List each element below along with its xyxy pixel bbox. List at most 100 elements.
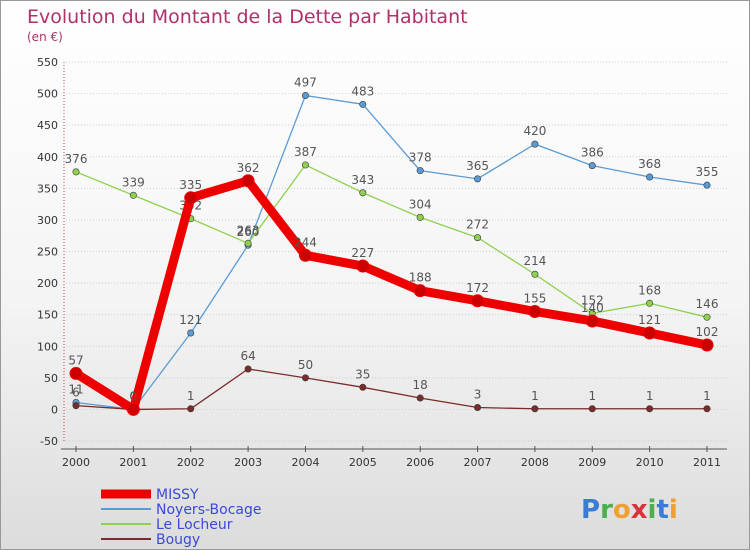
legend-label: Le Locheur xyxy=(156,517,233,533)
data-point xyxy=(244,239,252,247)
y-tick-label: 300 xyxy=(37,214,58,227)
x-tick-label: 2004 xyxy=(291,456,319,469)
data-point xyxy=(531,270,539,278)
data-label: 304 xyxy=(409,197,432,211)
data-label: 188 xyxy=(409,271,432,285)
y-tick-label: 100 xyxy=(37,340,58,353)
data-label: 483 xyxy=(351,84,374,98)
x-tick-label: 2002 xyxy=(177,456,205,469)
data-label: 0 xyxy=(130,389,138,403)
data-label: 152 xyxy=(581,293,604,307)
data-point xyxy=(184,191,198,205)
data-label: 1 xyxy=(703,389,711,403)
series-line-missy xyxy=(71,176,712,414)
data-point xyxy=(416,167,424,175)
data-point xyxy=(359,189,367,197)
data-label: 362 xyxy=(237,161,260,175)
data-point xyxy=(588,405,596,413)
data-label: 18 xyxy=(413,378,428,392)
data-point xyxy=(359,383,367,391)
x-tick-label: 2003 xyxy=(234,456,262,469)
data-point xyxy=(126,402,140,416)
data-point xyxy=(528,305,542,319)
data-point xyxy=(703,405,711,413)
data-point xyxy=(301,374,309,382)
x-tick-label: 2011 xyxy=(693,456,721,469)
data-point xyxy=(471,294,485,308)
legend-label: Noyers-Bocage xyxy=(156,502,262,518)
legend-label: Bougy xyxy=(156,532,200,548)
data-point xyxy=(69,366,83,380)
y-tick-label: 350 xyxy=(37,182,58,195)
data-point xyxy=(531,405,539,413)
legend-label: MISSY xyxy=(156,487,199,503)
x-tick-label: 2006 xyxy=(406,456,434,469)
y-tick-label: 50 xyxy=(44,372,58,385)
x-tick-label: 2000 xyxy=(62,456,90,469)
data-label: 343 xyxy=(351,173,374,187)
data-point xyxy=(585,314,599,328)
y-tick-label: 150 xyxy=(37,309,58,322)
data-point xyxy=(241,174,255,188)
y-tick-label: -50 xyxy=(40,435,58,448)
data-label: 1 xyxy=(588,389,596,403)
data-point xyxy=(700,338,714,352)
y-tick-label: 200 xyxy=(37,277,58,290)
data-label: 376 xyxy=(65,152,88,166)
data-label: 368 xyxy=(638,157,661,171)
data-label: 11 xyxy=(68,382,83,396)
data-label: 420 xyxy=(523,124,546,138)
data-point xyxy=(72,402,80,410)
data-point xyxy=(646,173,654,181)
series-line-le locheur xyxy=(75,164,708,318)
data-label: 244 xyxy=(294,235,317,249)
data-label: 35 xyxy=(355,367,370,381)
data-point xyxy=(474,234,482,242)
data-label: 172 xyxy=(466,281,489,295)
proxiti-logo: Proxiti xyxy=(581,495,678,525)
y-tick-label: 250 xyxy=(37,246,58,259)
data-label: 386 xyxy=(581,146,604,160)
data-point xyxy=(646,405,654,413)
data-point xyxy=(301,91,309,99)
data-point xyxy=(244,365,252,373)
data-label: 263 xyxy=(237,223,260,237)
data-point xyxy=(359,100,367,108)
data-label: 102 xyxy=(696,325,719,339)
data-point xyxy=(531,140,539,148)
data-label: 1 xyxy=(531,389,539,403)
data-label: 1 xyxy=(187,389,195,403)
data-point xyxy=(703,181,711,189)
data-point xyxy=(298,248,312,262)
x-tick-label: 2009 xyxy=(578,456,606,469)
chart-subtitle: (en €) xyxy=(27,30,63,44)
data-label: 227 xyxy=(351,246,374,260)
data-label: 378 xyxy=(409,151,432,165)
plot-area: -500501001502002503003504004505005502000… xyxy=(37,56,727,469)
chart-title: Evolution du Montant de la Dette par Hab… xyxy=(27,6,468,28)
data-point xyxy=(474,404,482,412)
y-tick-label: 500 xyxy=(37,88,58,101)
x-tick-label: 2007 xyxy=(464,456,492,469)
data-point xyxy=(703,313,711,321)
data-label: 168 xyxy=(638,283,661,297)
data-label: 155 xyxy=(523,292,546,306)
data-point xyxy=(646,299,654,307)
data-label: 121 xyxy=(638,313,661,327)
data-label: 3 xyxy=(474,388,482,402)
data-label: 355 xyxy=(696,165,719,179)
data-point xyxy=(416,213,424,221)
data-point xyxy=(187,329,195,337)
y-tick-label: 400 xyxy=(37,151,58,164)
x-tick-label: 2001 xyxy=(119,456,147,469)
data-point xyxy=(643,326,657,340)
data-label: 6 xyxy=(72,386,80,400)
x-tick-label: 2005 xyxy=(349,456,377,469)
x-tick-label: 2008 xyxy=(521,456,549,469)
y-tick-label: 550 xyxy=(37,56,58,69)
data-label: 146 xyxy=(696,297,719,311)
data-point xyxy=(187,405,195,413)
